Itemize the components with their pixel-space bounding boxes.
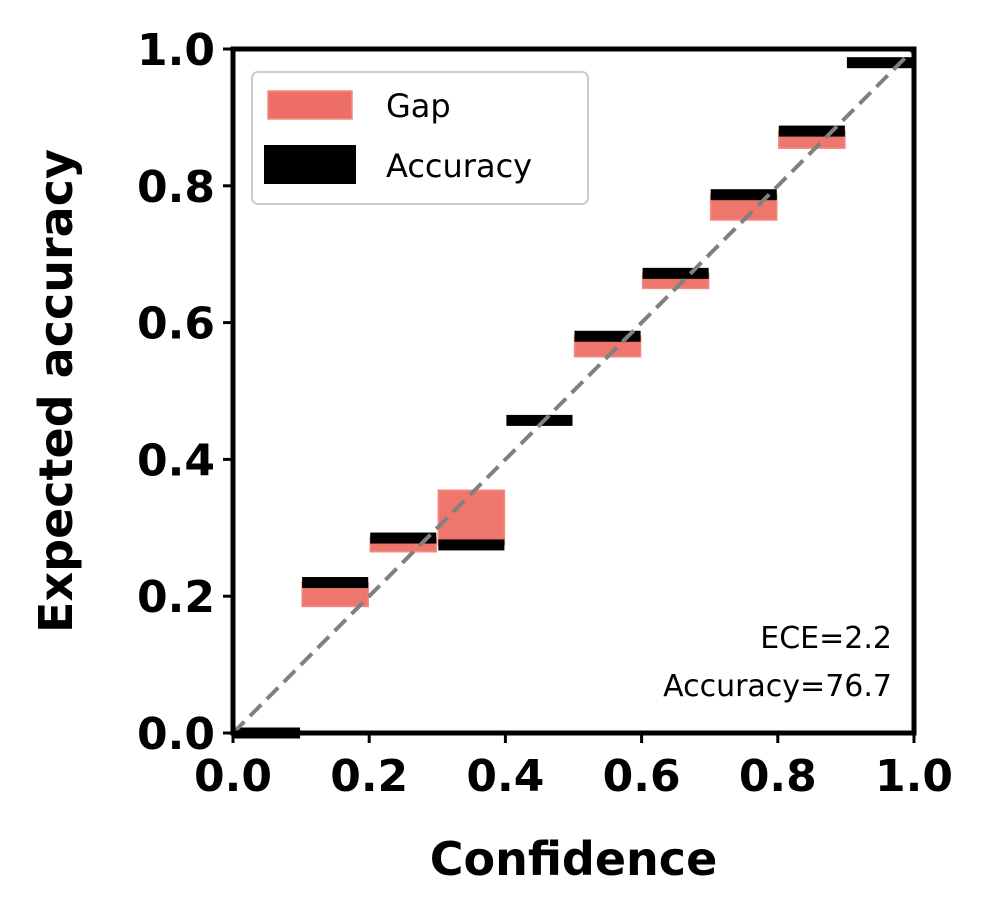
- plot-frame: [230, 46, 917, 736]
- y-axis-label: Expected accuracy: [29, 149, 83, 633]
- y-tick-label: 0.2: [137, 572, 215, 623]
- x-tick-label: 0.4: [466, 751, 544, 802]
- legend-label-accuracy: Accuracy: [386, 147, 532, 185]
- y-tick-label: 1.0: [137, 25, 215, 76]
- x-axis-ticks: 0.0 0.2 0.4 0.6 0.8 1.0: [194, 733, 953, 802]
- x-tick-label: 0.0: [194, 751, 272, 802]
- perfect-calibration-line: [231, 47, 916, 735]
- accuracy-bar-4: [506, 414, 573, 426]
- accuracy-bar-6: [642, 267, 709, 279]
- y-tick-label: 0.8: [137, 162, 215, 213]
- accuracy-bar-5: [574, 330, 641, 342]
- accuracy-bar-3: [438, 539, 505, 551]
- accuracy-annotation: Accuracy=76.7: [663, 669, 892, 704]
- legend-swatch-accuracy: [264, 145, 356, 184]
- y-tick-label: 0.0: [137, 709, 215, 760]
- y-axis-ticks: 0.0 0.2 0.4 0.6 0.8 1.0: [137, 25, 233, 760]
- x-tick-label: 0.6: [603, 751, 681, 802]
- x-tick-label: 0.8: [739, 751, 817, 802]
- gap-bar-3: [437, 489, 506, 546]
- x-tick-label: 1.0: [875, 751, 953, 802]
- legend-swatch-gap: [267, 90, 353, 120]
- x-axis-label: Confidence: [430, 832, 718, 886]
- accuracy-bar-9: [846, 57, 913, 69]
- ece-annotation: ECE=2.2: [760, 621, 892, 656]
- accuracy-bar-2: [370, 532, 437, 544]
- legend-label-gap: Gap: [386, 87, 451, 125]
- x-tick-label: 0.2: [330, 751, 408, 802]
- y-tick-label: 0.4: [137, 435, 215, 486]
- accuracy-bar-7: [710, 189, 777, 201]
- accuracy-bar-1: [302, 577, 369, 589]
- legend: Gap Accuracy: [251, 71, 589, 205]
- y-tick-label: 0.6: [137, 299, 215, 350]
- accuracy-bar-8: [778, 125, 845, 137]
